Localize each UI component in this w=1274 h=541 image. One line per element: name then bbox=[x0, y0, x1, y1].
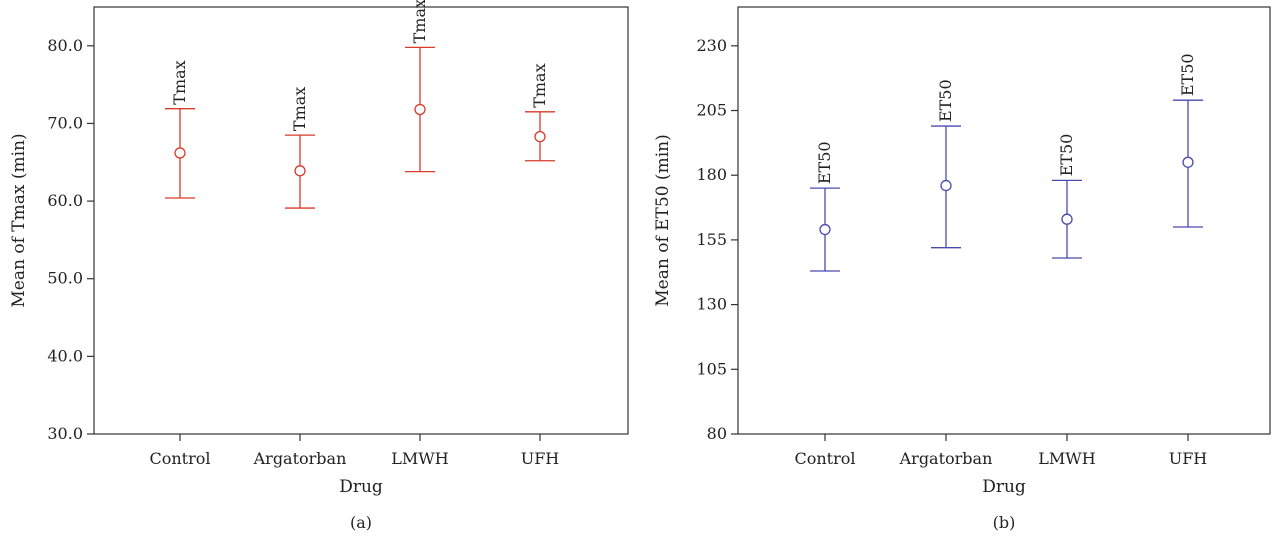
y-tick-label: 205 bbox=[696, 101, 727, 120]
y-tick-label: 50.0 bbox=[47, 269, 83, 288]
x-axis-title: Drug bbox=[982, 477, 1026, 497]
x-axis-title: Drug bbox=[339, 477, 383, 497]
error-bar-label: Tmax bbox=[290, 87, 309, 131]
x-tick-label: Control bbox=[794, 449, 855, 468]
y-axis-title: Mean of Tmax (min) bbox=[9, 133, 29, 307]
panel-a: 30.0 40.0 50.0 60.0 70.0 80.0 Control Argatorba… bbox=[9, 0, 629, 532]
y-tick-label: 180 bbox=[696, 165, 727, 184]
mean-point bbox=[819, 223, 831, 236]
mean-point bbox=[414, 103, 426, 116]
y-tick-label: 230 bbox=[696, 36, 727, 55]
panel-b: 80 105 130 155 180 205 230 Control Argatorban LMW… bbox=[653, 6, 1271, 532]
y-tick-label: 155 bbox=[696, 230, 727, 249]
mean-point bbox=[174, 147, 186, 159]
y-tick-label: 60.0 bbox=[47, 191, 83, 210]
error-bar-label: Tmax bbox=[410, 0, 429, 43]
y-tick-label: 80 bbox=[707, 424, 727, 443]
error-bar-label: Tmax bbox=[170, 60, 189, 104]
mean-point bbox=[294, 165, 306, 177]
x-tick-label: UFH bbox=[1169, 449, 1208, 468]
y-axis-title: Mean of ET50 (min) bbox=[653, 134, 673, 306]
mean-point bbox=[534, 131, 546, 143]
y-tick-label: 130 bbox=[696, 295, 727, 314]
panel-label: (b) bbox=[993, 513, 1016, 532]
error-bar-label: ET50 bbox=[1057, 134, 1076, 177]
panel-label: (a) bbox=[350, 513, 372, 532]
x-tick-label: LMWH bbox=[391, 449, 448, 468]
y-tick-label: 70.0 bbox=[47, 113, 83, 132]
plot-frame bbox=[737, 6, 1271, 435]
y-tick-label: 105 bbox=[696, 359, 727, 378]
x-tick-label: Argatorban bbox=[253, 449, 347, 468]
y-tick-label: 40.0 bbox=[47, 346, 83, 365]
plot-frame bbox=[93, 6, 629, 435]
error-bar-label: ET50 bbox=[936, 79, 955, 122]
x-tick-label: Argatorban bbox=[899, 449, 993, 468]
error-bar-label: ET50 bbox=[815, 141, 834, 184]
x-tick-label: Control bbox=[149, 449, 210, 468]
mean-point bbox=[1182, 156, 1194, 168]
y-tick-label: 30.0 bbox=[47, 424, 83, 443]
y-tick-label: 80.0 bbox=[47, 36, 83, 55]
x-tick-label: UFH bbox=[521, 449, 560, 468]
error-bar-label: Tmax bbox=[530, 63, 549, 107]
mean-point bbox=[940, 179, 952, 192]
mean-point bbox=[1061, 213, 1073, 225]
x-tick-label: LMWH bbox=[1038, 449, 1095, 468]
error-bar-label: ET50 bbox=[1178, 53, 1197, 96]
